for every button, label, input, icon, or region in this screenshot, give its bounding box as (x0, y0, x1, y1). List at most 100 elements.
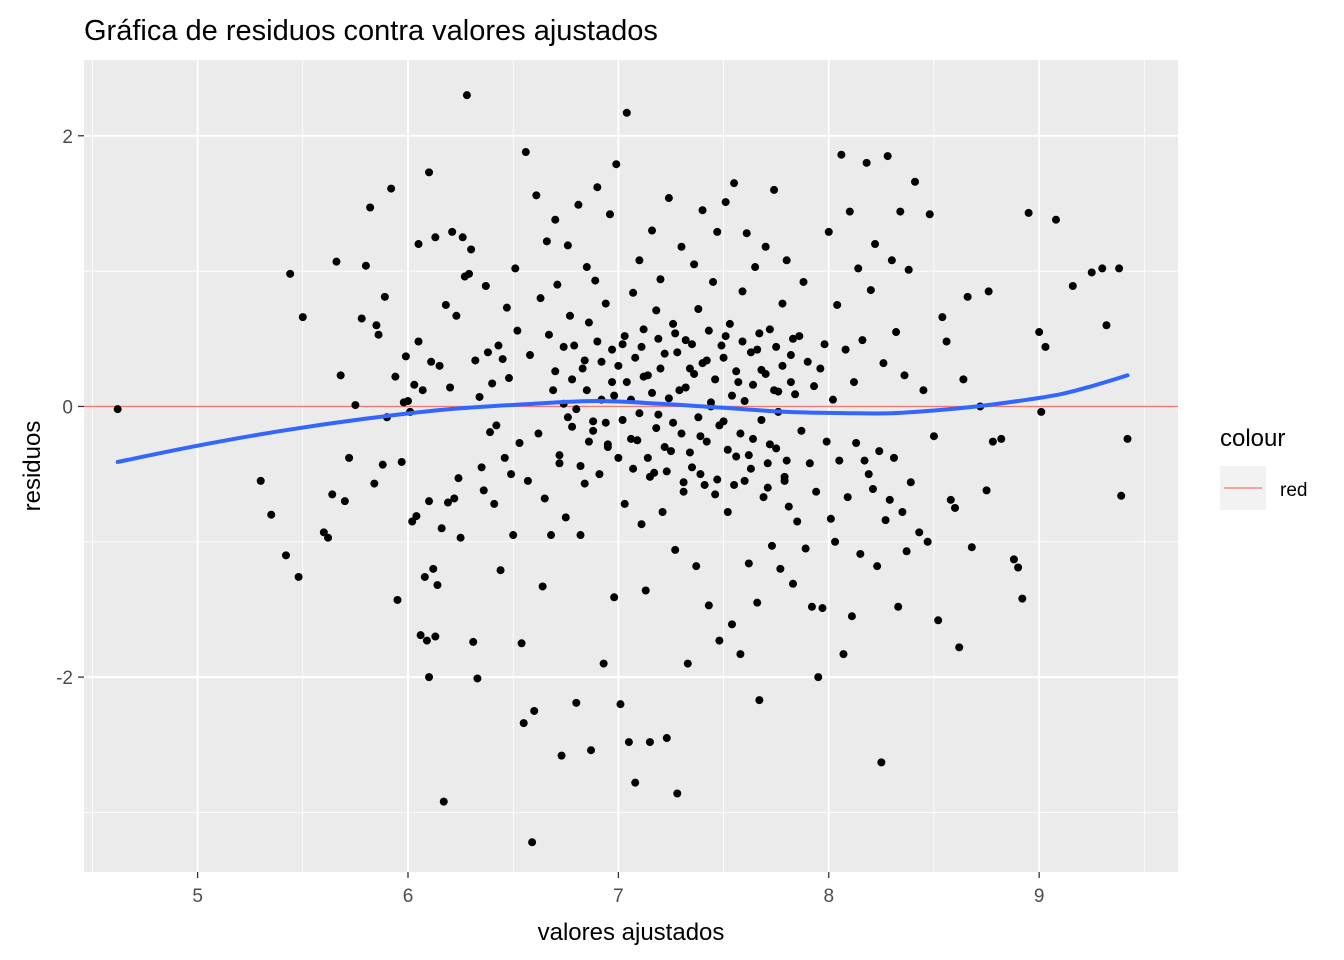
data-point (536, 294, 545, 303)
data-point (1117, 491, 1126, 500)
data-point (504, 374, 513, 383)
data-point (267, 510, 276, 519)
data-point (1102, 321, 1111, 330)
data-point (553, 280, 562, 289)
data-point (744, 451, 753, 460)
data-point (955, 643, 964, 652)
data-point (666, 447, 675, 456)
data-point (786, 378, 795, 387)
data-point (852, 438, 861, 447)
data-point (688, 463, 697, 472)
data-point (736, 429, 745, 438)
data-point (669, 418, 678, 427)
data-point (967, 543, 976, 552)
data-point (911, 177, 920, 186)
data-point (1115, 264, 1124, 273)
data-point (332, 257, 341, 266)
data-point (652, 306, 661, 315)
data-point (709, 277, 718, 286)
data-point (881, 516, 890, 525)
data-point (738, 287, 747, 296)
data-point (486, 428, 495, 437)
data-point (885, 495, 894, 504)
data-point (727, 391, 736, 400)
data-point (894, 602, 903, 611)
data-point (418, 386, 427, 395)
data-point (1041, 342, 1050, 351)
data-point (898, 508, 907, 517)
data-point (711, 490, 720, 499)
data-point (473, 674, 482, 683)
data-point (677, 429, 686, 438)
data-point (568, 422, 577, 431)
data-point (494, 341, 503, 350)
data-point (589, 417, 598, 426)
data-point (488, 379, 497, 388)
data-point (521, 148, 530, 157)
data-point (778, 361, 787, 370)
data-point (496, 566, 505, 575)
data-point (688, 340, 697, 349)
data-point (925, 210, 934, 219)
data-point (942, 337, 951, 346)
data-point (793, 517, 802, 526)
data-point (938, 313, 947, 322)
data-point (627, 434, 635, 443)
data-point (871, 240, 880, 249)
data-point (738, 337, 747, 346)
data-point (433, 581, 442, 590)
data-point (934, 616, 943, 625)
data-point (452, 311, 461, 320)
data-point (664, 194, 673, 203)
data-point (608, 345, 617, 354)
data-point (816, 364, 825, 373)
data-point (439, 797, 448, 806)
data-point (889, 453, 898, 462)
data-point (580, 356, 589, 365)
data-point (805, 459, 814, 468)
data-point (483, 348, 492, 357)
data-point (336, 371, 345, 380)
data-point (866, 286, 875, 295)
data-point (713, 227, 722, 236)
legend-label-red: red (1280, 480, 1307, 501)
data-point (843, 493, 852, 502)
data-point (441, 300, 450, 309)
data-point (740, 476, 749, 485)
data-point (723, 508, 732, 517)
data-point (727, 620, 736, 629)
data-point (761, 242, 770, 251)
data-point (378, 460, 387, 469)
y-axis-title: residuos (19, 421, 46, 512)
data-point (629, 288, 638, 297)
data-point (770, 386, 779, 395)
data-point (631, 353, 640, 362)
data-point (559, 342, 568, 351)
data-point (576, 531, 585, 540)
data-point (662, 467, 671, 476)
data-point (847, 612, 856, 621)
data-point (850, 378, 859, 387)
data-point (698, 206, 707, 215)
data-point (437, 524, 446, 533)
data-point (860, 456, 869, 465)
data-point (772, 444, 781, 453)
data-point (357, 314, 366, 323)
data-point (751, 263, 760, 272)
data-point (420, 572, 429, 581)
data-point (576, 462, 585, 470)
data-point (887, 256, 896, 265)
data-point (563, 413, 572, 422)
data-point (1087, 268, 1096, 277)
data-point (610, 391, 619, 400)
data-point (997, 434, 1006, 443)
data-point (633, 436, 642, 445)
x-axis-ticks: 5 6 7 8 9 (192, 872, 1044, 907)
data-point (639, 372, 648, 381)
data-point (679, 487, 688, 496)
data-point (652, 424, 661, 433)
data-point (532, 191, 541, 200)
data-point (755, 696, 764, 705)
data-point (681, 383, 690, 392)
data-point (416, 631, 425, 640)
